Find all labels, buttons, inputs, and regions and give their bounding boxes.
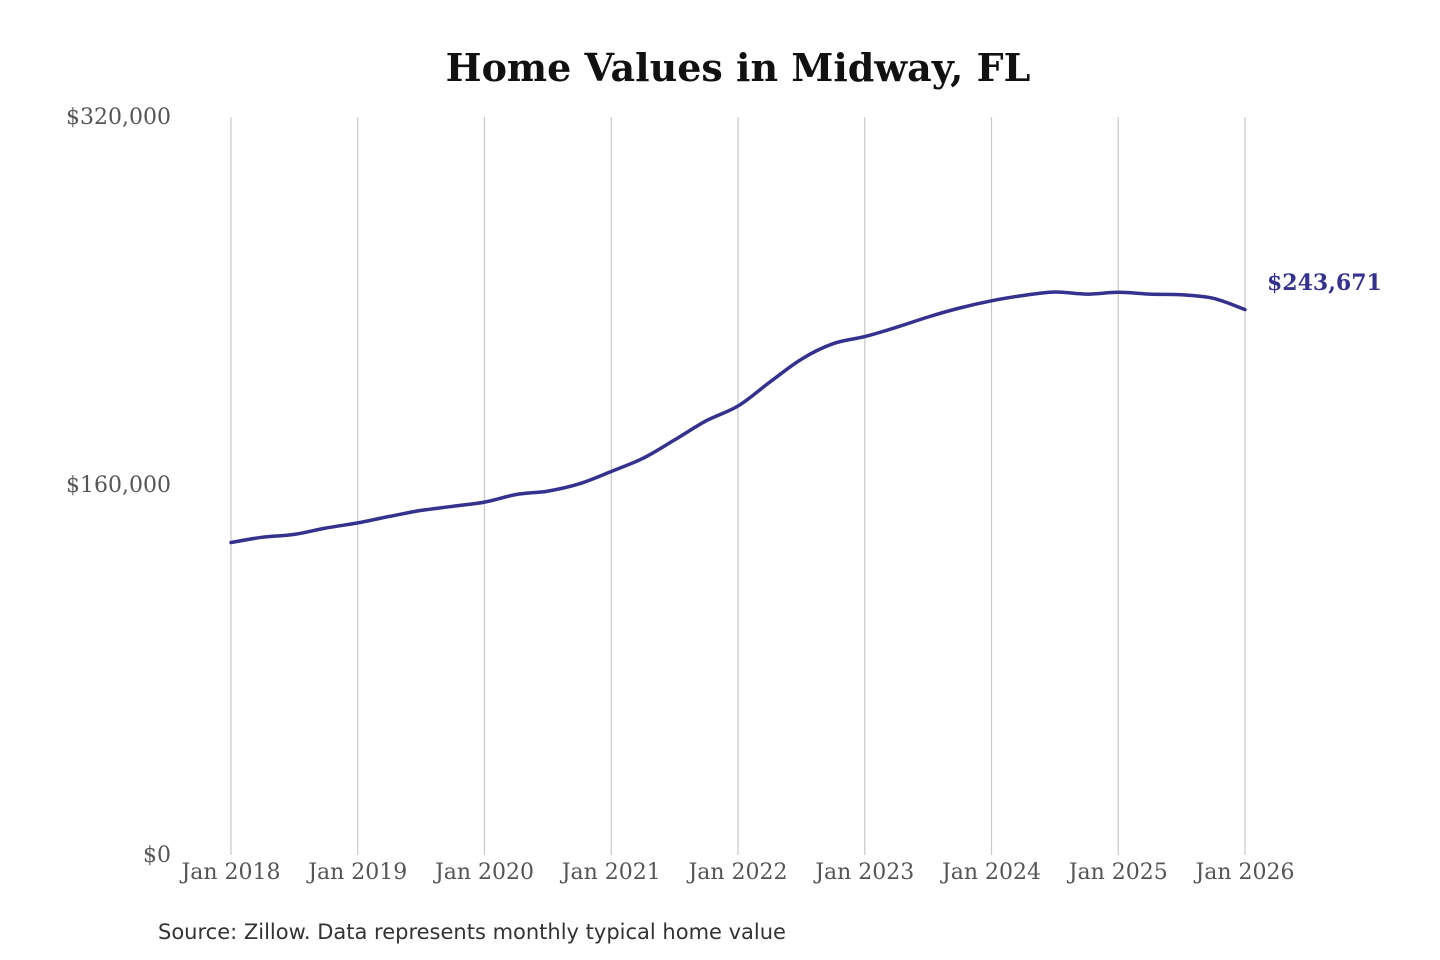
x-axis-ticks: Jan 2018 Jan 2019 Jan 2020 Jan 2021 Jan 2022… <box>179 860 1294 885</box>
x-tick-label: Jan 2026 <box>1193 860 1294 885</box>
x-tick-label: Jan 2024 <box>940 860 1041 885</box>
x-tick-label: Jan 2018 <box>179 860 280 885</box>
y-tick-label: $320,000 <box>66 105 171 130</box>
x-tick-label: Jan 2022 <box>686 860 787 885</box>
vertical-grid <box>230 117 1246 855</box>
source-note: Source: Zillow. Data represents monthly … <box>158 920 786 944</box>
x-tick-label: Jan 2019 <box>306 860 407 885</box>
x-tick-label: Jan 2021 <box>560 860 661 885</box>
y-axis-ticks: $0 $160,000 $320,000 <box>66 105 171 868</box>
x-tick-label: Jan 2025 <box>1067 860 1168 885</box>
x-tick-label: Jan 2023 <box>813 860 914 885</box>
y-tick-label: $160,000 <box>66 473 171 498</box>
latest-value-label: $243,671 <box>1267 270 1382 296</box>
home-value-line <box>229 290 1247 545</box>
y-tick-label: $0 <box>143 843 171 868</box>
x-tick-label: Jan 2020 <box>433 860 534 885</box>
chart-title: Home Values in Midway, FL <box>446 45 1031 90</box>
